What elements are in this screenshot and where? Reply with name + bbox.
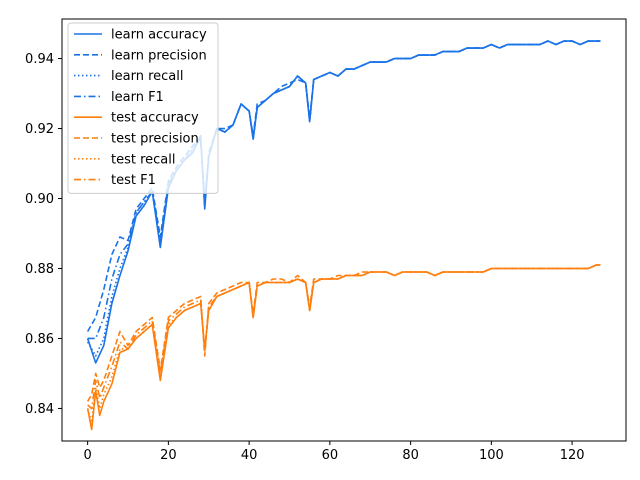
x-tick-label: 60 bbox=[322, 448, 339, 463]
x-tick-label: 40 bbox=[241, 448, 258, 463]
legend-label: test precision bbox=[111, 132, 199, 147]
x-tick-label: 80 bbox=[402, 448, 419, 463]
y-tick-label: 0.90 bbox=[25, 192, 54, 207]
x-tick-label: 100 bbox=[479, 448, 504, 463]
x-tick-label: 120 bbox=[560, 448, 585, 463]
x-tick-label: 0 bbox=[83, 448, 91, 463]
x-tick-label: 20 bbox=[160, 448, 177, 463]
y-tick-label: 0.88 bbox=[25, 262, 54, 277]
legend-label: learn precision bbox=[111, 48, 207, 63]
legend-label: learn accuracy bbox=[111, 28, 207, 43]
plot-frame bbox=[61, 18, 627, 442]
legend-box bbox=[67, 22, 219, 194]
series-line-test-f1 bbox=[87, 264, 601, 410]
legend-label: test accuracy bbox=[111, 111, 199, 126]
series-line-test-precision bbox=[86, 264, 601, 402]
y-tick-label: 0.84 bbox=[25, 402, 54, 417]
series-line-learn-recall bbox=[86, 40, 601, 357]
y-tick-label: 0.94 bbox=[25, 52, 54, 67]
legend-label: learn recall bbox=[111, 69, 183, 84]
legend-label: learn F1 bbox=[111, 90, 164, 105]
legend-label: test F1 bbox=[111, 173, 156, 188]
series-line-test-accuracy bbox=[86, 264, 601, 431]
y-tick-label: 0.92 bbox=[25, 122, 54, 137]
legend-label: test recall bbox=[111, 152, 176, 167]
y-tick-label: 0.86 bbox=[25, 332, 54, 347]
